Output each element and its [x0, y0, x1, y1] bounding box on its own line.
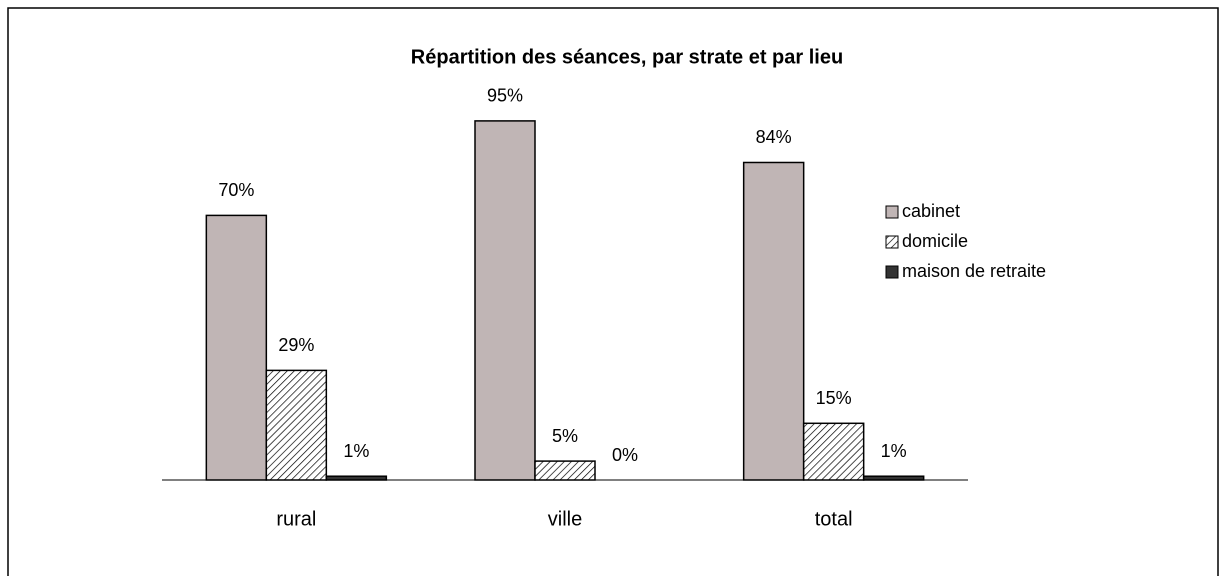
x-tick-label: ville: [548, 508, 582, 530]
value-label: 15%: [816, 388, 852, 408]
legend-label: domicile: [902, 231, 968, 251]
bar: [534, 460, 596, 481]
legend-label: cabinet: [902, 201, 960, 221]
value-label: 70%: [218, 180, 254, 200]
value-label: 1%: [881, 441, 907, 461]
bar: [325, 475, 388, 481]
value-label: 5%: [552, 426, 578, 446]
bar: [474, 120, 536, 481]
bar: [265, 369, 328, 481]
value-label: 29%: [278, 335, 314, 355]
chart-title: Répartition des séances, par strate et p…: [411, 46, 843, 68]
bar: [205, 214, 268, 481]
bar: [802, 422, 865, 481]
bar: [742, 161, 805, 481]
legend-swatch: [885, 235, 899, 249]
legend-swatch: [885, 205, 899, 219]
value-label: 1%: [343, 441, 369, 461]
frame: [7, 7, 1219, 576]
value-label: 95%: [487, 86, 523, 106]
legend-label: maison de retraite: [902, 261, 1046, 281]
x-tick-label: total: [815, 508, 853, 530]
x-tick-label: rural: [276, 508, 316, 530]
legend-swatch: [885, 265, 899, 279]
bar: [862, 475, 925, 481]
value-label: 0%: [612, 445, 638, 465]
value-label: 84%: [756, 127, 792, 147]
